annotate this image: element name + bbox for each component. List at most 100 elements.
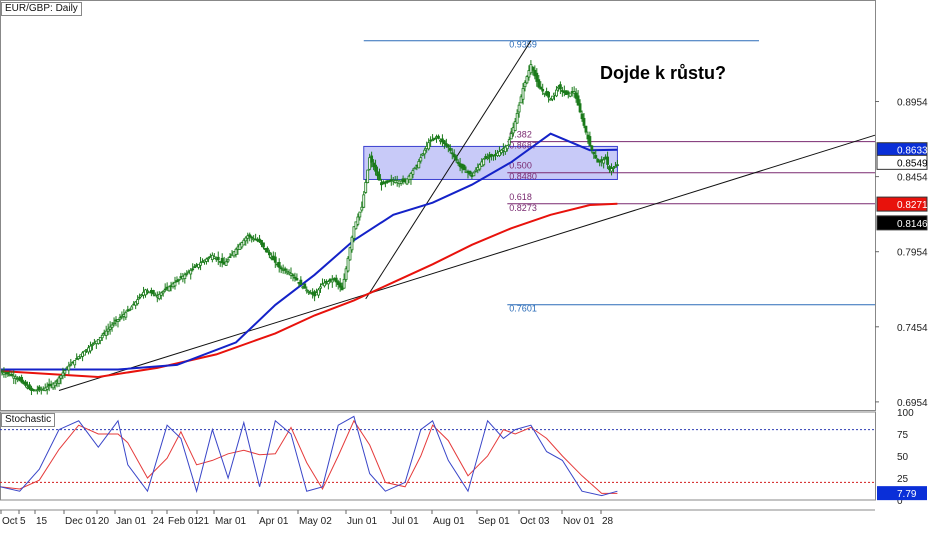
- candle-body: [452, 153, 456, 158]
- candle-body: [584, 125, 588, 133]
- candle-body: [98, 336, 102, 341]
- x-tick-label: Dec 01: [65, 516, 97, 527]
- candle-body: [45, 386, 49, 390]
- candle-body: [124, 312, 128, 318]
- candle-body: [362, 194, 366, 208]
- candle-body: [77, 356, 81, 359]
- x-tick-label: 15: [36, 516, 48, 527]
- candle-body: [146, 290, 149, 293]
- x-tick-label: 28: [602, 516, 614, 527]
- candle-body: [456, 161, 460, 164]
- stoch-tick-label: 75: [897, 430, 909, 441]
- price-label: 0.8146: [876, 215, 928, 231]
- candle-body: [572, 91, 576, 94]
- candle-body: [212, 256, 216, 259]
- candle-body: [323, 282, 326, 287]
- candle-body: [358, 211, 362, 218]
- candle-body: [578, 103, 582, 113]
- candle-body: [216, 256, 220, 261]
- price-label: 0.8271: [876, 196, 928, 212]
- candle-body: [83, 350, 86, 356]
- main-plot-frame: [0, 0, 876, 411]
- candle-body: [307, 290, 311, 293]
- candle-body: [376, 171, 379, 177]
- x-tick-label: 20: [98, 516, 110, 527]
- candle-body: [185, 272, 189, 275]
- candle-body: [525, 76, 529, 84]
- stoch-tick-label: 100: [897, 408, 914, 419]
- candle-body: [67, 365, 71, 371]
- candle-body: [118, 317, 122, 320]
- fib-price-label: 0.8480: [509, 172, 537, 182]
- candle-body: [330, 279, 334, 283]
- y-tick-label: 0.8954: [897, 98, 928, 109]
- candle-body: [197, 263, 200, 268]
- candle-body: [242, 239, 246, 246]
- candle-body: [588, 136, 592, 147]
- candle-body: [96, 339, 100, 345]
- candle-body: [541, 88, 545, 92]
- candle-body: [207, 257, 210, 260]
- trend-line: [365, 40, 532, 300]
- candle-body: [199, 262, 202, 266]
- x-tick-label: Mar 01: [215, 516, 247, 527]
- candle-body: [53, 382, 57, 387]
- candle-body: [594, 155, 598, 159]
- candle-body: [189, 269, 193, 275]
- x-tick-label: Oct: [2, 516, 18, 527]
- candle-body: [267, 251, 271, 256]
- price-label-text: 0.8146: [897, 219, 928, 230]
- candle-body: [161, 290, 165, 294]
- candle-body: [602, 159, 606, 164]
- candle-body: [419, 157, 423, 162]
- candle-body: [423, 149, 427, 155]
- candle-body: [551, 95, 554, 100]
- candle-body: [442, 140, 446, 145]
- fib-ratio-label: 0.382: [509, 130, 532, 140]
- candle-body: [411, 170, 415, 175]
- candle-body: [558, 84, 562, 90]
- candle-body: [527, 70, 531, 78]
- candle-body: [89, 345, 92, 352]
- candle-body: [224, 261, 228, 266]
- stochastic-title: Stochastic: [1, 413, 56, 427]
- candle-body: [128, 308, 132, 311]
- candle-body: [191, 268, 195, 271]
- candle-body: [24, 381, 27, 386]
- candle-body: [350, 236, 354, 251]
- candle-body: [346, 257, 350, 272]
- candle-body: [352, 226, 356, 239]
- candle-body: [474, 169, 478, 172]
- candle-body: [614, 165, 617, 168]
- candle-body: [517, 104, 521, 113]
- stoch-tick-label: 25: [897, 474, 909, 485]
- price-label: 0.8633: [876, 142, 928, 158]
- candle-body: [462, 164, 466, 171]
- candle-body: [531, 67, 535, 71]
- x-tick-label: 5: [20, 516, 26, 527]
- stoch-tick-label: 0: [897, 496, 903, 507]
- candle-body: [598, 160, 602, 163]
- candle-body: [28, 384, 31, 390]
- candle-body: [234, 248, 238, 255]
- fib-price-label: 0.7601: [509, 304, 537, 314]
- candle-body: [478, 164, 482, 170]
- x-tick-label: 21: [198, 516, 210, 527]
- candle-body: [6, 371, 10, 375]
- candle-body: [344, 268, 348, 280]
- candle-body: [205, 258, 208, 262]
- price-label-text: 0.8271: [897, 200, 928, 211]
- y-tick-label: 0.7954: [897, 248, 928, 259]
- candle-body: [244, 237, 248, 242]
- y-tick-label: 0.6954: [897, 398, 928, 409]
- candle-body: [151, 290, 155, 295]
- candle-body: [173, 281, 177, 287]
- candle-body: [91, 344, 94, 346]
- candle-body: [317, 289, 320, 296]
- x-tick-label: Nov 01: [563, 516, 595, 527]
- candle-body: [226, 258, 230, 262]
- candle-body: [326, 281, 330, 285]
- candle-body: [220, 257, 224, 264]
- candle-body: [454, 155, 458, 161]
